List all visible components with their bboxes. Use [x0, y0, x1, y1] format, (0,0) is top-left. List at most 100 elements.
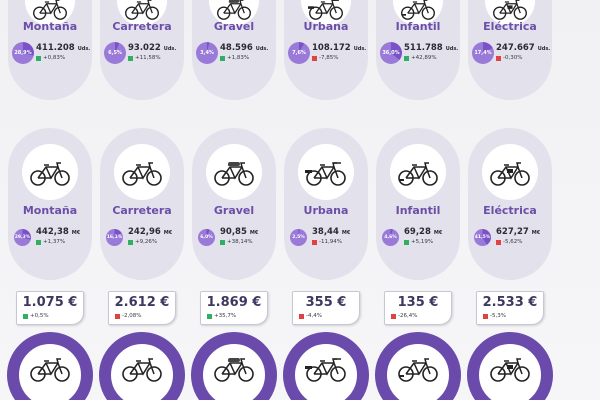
change-indicator: +1,83% [220, 55, 249, 61]
change-indicator: +1,37% [36, 239, 65, 245]
change-indicator: -7,85% [312, 55, 338, 61]
share-pie: 41,5% [474, 229, 491, 246]
price-change: -2,08% [115, 313, 141, 319]
value-unit: Uds. [77, 46, 91, 52]
category-label: Eléctrica [483, 20, 537, 33]
value-number: 242,96 [128, 227, 161, 237]
stat-value: 411.208 Uds. [36, 43, 90, 53]
value-number: 247.667 [496, 43, 535, 53]
e-bike-icon [490, 358, 530, 382]
value-unit: Uds. [255, 46, 269, 52]
bike-ring-1 [99, 332, 185, 400]
stat-block: 3,4% 48.596 Uds. +1,83% [192, 42, 276, 72]
stat-block: 6,0% 90,85 M€ +38,14% [192, 226, 276, 256]
mountain-bike-icon [30, 358, 70, 382]
change-value: +38,14% [227, 239, 253, 245]
price-value: 355 € [305, 295, 347, 310]
change-value: +0,83% [43, 55, 66, 61]
bike-ring-2 [191, 332, 277, 400]
bike-badge [482, 144, 538, 200]
trend-down-icon [312, 55, 317, 61]
e-bike-icon [490, 162, 530, 186]
units-card-3: Urbana 7,6% 108.172 Uds. -7,85% [284, 0, 368, 100]
revenue-card-4: Infantil 4,6% 69,28 M€ +5,19% [376, 128, 460, 280]
value-number: 90,85 [220, 227, 247, 237]
price-tag-0: 1.075 € +0,5% [16, 291, 84, 325]
trend-down-icon [115, 313, 120, 319]
bike-badge [114, 144, 170, 200]
value-unit: Uds. [163, 46, 177, 52]
value-unit: Uds. [445, 46, 459, 52]
value-number: 108.172 [312, 43, 351, 53]
road-bike-icon [125, 0, 159, 20]
revenue-card-5: Eléctrica 41,5% 627,27 M€ -5,62% [468, 128, 552, 280]
mountain-bike-icon [30, 162, 70, 186]
price-value: 1.075 € [22, 295, 78, 310]
units-card-1: Carretera 6,5% 93.022 Uds. +11,58% [100, 0, 184, 100]
price-tag-4: 135 € -26,4% [384, 291, 452, 325]
change-indicator: +9,26% [128, 239, 157, 245]
share-pie: 3,4% [196, 42, 218, 64]
units-card-0: Montaña 28,9% 411.208 Uds. +0,83% [8, 0, 92, 100]
stat-value: 38,44 M€ [312, 227, 350, 237]
value-number: 442,38 [36, 227, 69, 237]
stat-value: 242,96 M€ [128, 227, 172, 237]
bike-badge [298, 144, 354, 200]
value-unit: Uds. [353, 46, 367, 52]
share-pie: 7,6% [288, 42, 310, 64]
value-unit: M€ [531, 230, 541, 236]
price-tag-3: 355 € -4,4% [292, 291, 360, 325]
stat-value: 108.172 Uds. [312, 43, 366, 53]
stat-block: 4,6% 69,28 M€ +5,19% [376, 226, 460, 256]
price-change: +0,5% [23, 313, 49, 319]
value-number: 627,27 [496, 227, 529, 237]
change-indicator: -0,30% [496, 55, 522, 61]
bike-ring-4 [375, 332, 461, 400]
share-pie: 29,3% [14, 229, 31, 246]
kids-bike-icon [398, 162, 438, 186]
trend-down-icon [391, 313, 396, 319]
value-unit: M€ [249, 230, 259, 236]
stat-value: 69,28 M€ [404, 227, 442, 237]
trend-up-icon [128, 55, 133, 61]
units-card-2: Gravel 3,4% 48.596 Uds. +1,83% [192, 0, 276, 100]
stat-value: 442,38 M€ [36, 227, 80, 237]
value-number: 93.022 [128, 43, 161, 53]
trend-up-icon [23, 313, 28, 319]
revenue-card-1: Carretera 16,1% 242,96 M€ +9,26% [100, 128, 184, 280]
stat-block: 36,0% 511.788 Uds. +42,89% [376, 42, 460, 72]
value-number: 69,28 [404, 227, 431, 237]
price-change: -5,3% [483, 313, 506, 319]
stat-block: 6,5% 93.022 Uds. +11,58% [100, 42, 184, 72]
stat-value: 627,27 M€ [496, 227, 540, 237]
value-number: 511.788 [404, 43, 443, 53]
bike-badge [390, 144, 446, 200]
price-change: -4,4% [299, 313, 322, 319]
change-value: -0,30% [503, 55, 523, 61]
price-tag-1: 2.612 € -2,08% [108, 291, 176, 325]
bike-ring-0 [7, 332, 93, 400]
change-value: +42,89% [411, 55, 437, 61]
city-bike-icon [305, 162, 346, 186]
share-pie: 17,4% [472, 42, 494, 64]
share-pie: 28,9% [12, 42, 34, 64]
stat-block: 28,9% 411.208 Uds. +0,83% [8, 42, 92, 72]
price-value: 135 € [397, 295, 439, 310]
value-unit: Uds. [537, 46, 551, 52]
change-indicator: -11,94% [312, 239, 342, 245]
revenue-card-2: Gravel 6,0% 90,85 M€ +38,14% [192, 128, 276, 280]
trend-up-icon [207, 313, 212, 319]
trend-down-icon [496, 55, 501, 61]
share-pie: 36,0% [380, 42, 402, 64]
value-unit: M€ [433, 230, 443, 236]
trend-down-icon [312, 239, 317, 245]
price-value: 1.869 € [206, 295, 262, 310]
stat-block: 17,4% 247.667 Uds. -0,30% [468, 42, 552, 72]
category-label: Gravel [213, 20, 255, 33]
price-value: 2.612 € [114, 295, 170, 310]
change-indicator: +42,89% [404, 55, 437, 61]
kids-bike-icon [401, 0, 435, 20]
bike-badge [22, 144, 78, 200]
units-card-5: Eléctrica 17,4% 247.667 Uds. -0,30% [468, 0, 552, 100]
